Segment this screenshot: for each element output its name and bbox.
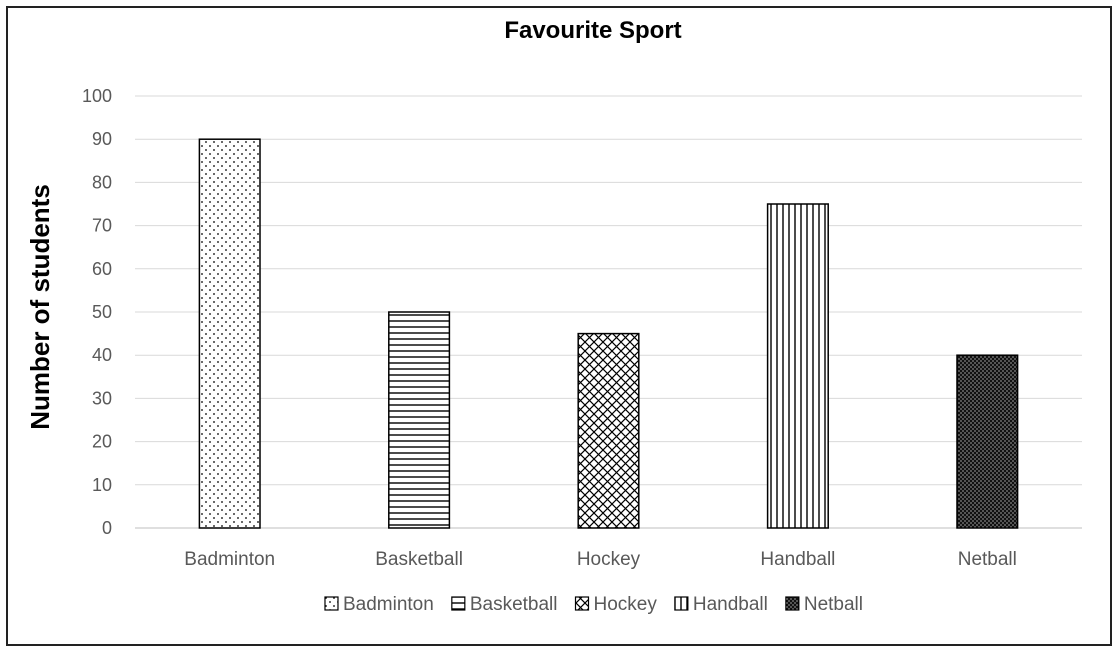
legend-swatch bbox=[674, 596, 689, 611]
y-tick-label: 70 bbox=[92, 216, 112, 236]
y-tick-label: 30 bbox=[92, 388, 112, 408]
y-tick-label: 40 bbox=[92, 345, 112, 365]
legend-swatch bbox=[451, 596, 466, 611]
chart-title: Favourite Sport bbox=[504, 17, 681, 44]
legend-swatch bbox=[324, 596, 339, 611]
y-tick-label: 80 bbox=[92, 172, 112, 192]
legend-swatch bbox=[785, 596, 800, 611]
legend-item: Handball bbox=[674, 594, 768, 615]
legend-label: Netball bbox=[804, 594, 863, 615]
legend-item: Hockey bbox=[574, 594, 658, 615]
y-tick-label: 20 bbox=[92, 432, 112, 452]
y-tick-label: 50 bbox=[92, 302, 112, 322]
legend-label: Badminton bbox=[343, 594, 434, 615]
bar-handball bbox=[766, 203, 829, 529]
bar-hockey bbox=[577, 332, 640, 529]
legend: Badminton Basketball Hockey Handball Netball bbox=[324, 594, 863, 615]
y-tick-labels: 0 10 20 30 40 50 60 70 80 90 100 bbox=[82, 86, 112, 538]
x-tick-label: Basketball bbox=[375, 549, 463, 570]
chart-frame bbox=[6, 6, 1112, 646]
x-tick-label: Handball bbox=[760, 549, 835, 570]
x-tick-label: Badminton bbox=[184, 549, 275, 570]
x-tick-label: Netball bbox=[958, 549, 1017, 570]
legend-swatch bbox=[574, 596, 590, 611]
y-tick-label: 10 bbox=[92, 475, 112, 495]
bar-badminton bbox=[198, 138, 261, 529]
y-tick-label: 0 bbox=[102, 518, 112, 538]
y-axis-label: Number of students bbox=[25, 184, 55, 430]
legend-item: Badminton bbox=[324, 594, 434, 615]
legend-label: Hockey bbox=[594, 594, 658, 615]
x-tick-labels: Badminton Basketball Hockey Handball Netball bbox=[184, 549, 1017, 570]
y-tick-label: 100 bbox=[82, 86, 112, 106]
y-tick-label: 90 bbox=[92, 129, 112, 149]
bar-basketball bbox=[388, 311, 451, 529]
bar-netball bbox=[956, 354, 1019, 529]
legend-item: Basketball bbox=[451, 594, 558, 615]
x-tick-label: Hockey bbox=[577, 549, 641, 570]
y-tick-label: 60 bbox=[92, 259, 112, 279]
bars bbox=[198, 138, 1019, 529]
legend-label: Basketball bbox=[470, 594, 558, 615]
gridlines bbox=[135, 95, 1082, 529]
legend-item: Netball bbox=[785, 594, 863, 615]
legend-label: Handball bbox=[693, 594, 768, 615]
